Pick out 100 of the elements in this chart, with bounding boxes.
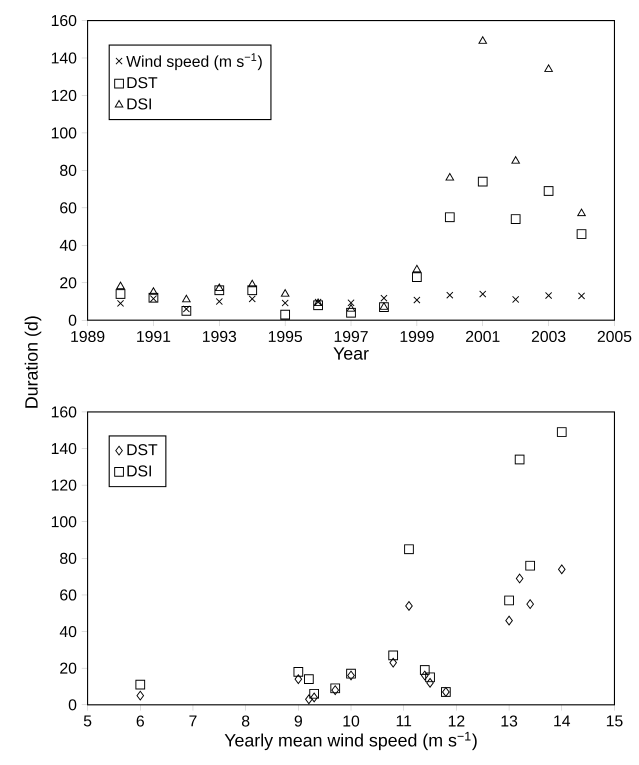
point	[310, 692, 318, 702]
x-axis-title: Year	[333, 347, 369, 360]
point	[347, 299, 355, 306]
x-tick-label: 1995	[268, 330, 302, 342]
point	[544, 186, 554, 196]
point	[280, 289, 290, 297]
point	[346, 308, 356, 318]
y-tick-label: 0	[68, 699, 76, 710]
y-tick-label: 40	[60, 240, 76, 251]
y-tick-label: 100	[52, 127, 76, 138]
point	[516, 574, 524, 584]
point	[510, 214, 520, 224]
x-tick-label: 1989	[71, 330, 104, 342]
point	[282, 299, 289, 307]
x-tick-label: 2001	[466, 330, 500, 342]
point	[556, 427, 567, 437]
point	[525, 560, 535, 571]
x-tick-label: 9	[294, 715, 302, 727]
point	[305, 694, 313, 704]
y-tick-label: 0	[68, 314, 76, 326]
y-tick-label: 120	[52, 480, 76, 491]
y-tick-label: 140	[52, 442, 76, 454]
point	[380, 294, 388, 302]
x-tick-label: 6	[136, 715, 144, 727]
point	[478, 36, 487, 44]
point	[426, 678, 434, 688]
x-tick-label: 14	[554, 715, 570, 726]
point	[116, 300, 124, 307]
legend-label: DSI	[127, 465, 151, 477]
point	[293, 666, 304, 677]
point	[136, 690, 144, 700]
point	[214, 284, 224, 292]
y-tick-label: 100	[52, 516, 76, 528]
x-tick-label: 12	[448, 715, 464, 726]
y-tick-label: 40	[60, 626, 76, 638]
point	[514, 454, 524, 464]
x-tick-label: 2003	[532, 330, 566, 342]
point	[389, 658, 397, 668]
point	[445, 173, 454, 181]
point	[412, 264, 422, 272]
point	[504, 596, 514, 606]
y-tick-label: 20	[60, 662, 76, 674]
legend-label: DST	[127, 444, 158, 456]
point	[135, 680, 146, 690]
x-tick-label: 5	[84, 715, 92, 726]
point	[425, 672, 435, 682]
point	[478, 176, 488, 186]
y-tick-label: 60	[60, 589, 76, 601]
point	[216, 298, 223, 306]
y-tick-label: 80	[60, 164, 76, 176]
point	[444, 212, 455, 222]
point	[150, 295, 157, 302]
point	[346, 304, 356, 312]
point	[248, 280, 256, 288]
x-tick-label: 13	[501, 715, 518, 727]
y-tick-label: 120	[52, 90, 76, 102]
point	[304, 674, 314, 684]
point	[182, 305, 190, 313]
legend-label: DST	[127, 77, 158, 88]
y-tick-label: 60	[60, 202, 76, 214]
y-tick-label: 80	[60, 552, 76, 564]
point	[511, 156, 520, 164]
point	[420, 665, 430, 675]
y-tick-label: 20	[60, 277, 76, 288]
point	[576, 229, 586, 239]
x-tick-label: 15	[606, 715, 623, 726]
point	[512, 296, 520, 304]
x-axis-title: Yearly mean wind speed (m s$^{−1}$)	[224, 732, 477, 750]
point	[577, 208, 586, 216]
y-tick-label: 160	[52, 14, 76, 26]
point	[280, 310, 290, 320]
point	[526, 599, 534, 609]
legend-label: DSI	[127, 98, 151, 110]
point	[116, 282, 125, 290]
x-tick-label: 1991	[137, 330, 170, 342]
y-tick-label: 140	[52, 52, 76, 64]
x-tick-label: 11	[396, 715, 412, 726]
point	[313, 300, 323, 310]
x-tick-label: 7	[189, 715, 196, 726]
x-tick-label: 1993	[202, 330, 236, 342]
point	[181, 306, 192, 316]
point	[247, 285, 258, 296]
point	[505, 616, 513, 626]
x-tick-label: 10	[343, 715, 360, 727]
legend-label: Wind speed (m s$^{−1}$)	[126, 53, 262, 70]
y-tick-label: 160	[52, 406, 76, 418]
point	[544, 292, 552, 300]
point	[479, 290, 486, 298]
point	[420, 670, 428, 680]
point	[148, 292, 158, 303]
point	[558, 564, 566, 574]
point	[446, 292, 454, 299]
point	[405, 601, 413, 611]
point	[248, 295, 256, 302]
x-tick-label: 1999	[400, 330, 434, 342]
point	[413, 296, 420, 304]
y-axis-title: Duration (d)	[24, 316, 42, 408]
point	[404, 544, 414, 554]
x-tick-label: 8	[242, 715, 250, 727]
point	[214, 285, 224, 296]
